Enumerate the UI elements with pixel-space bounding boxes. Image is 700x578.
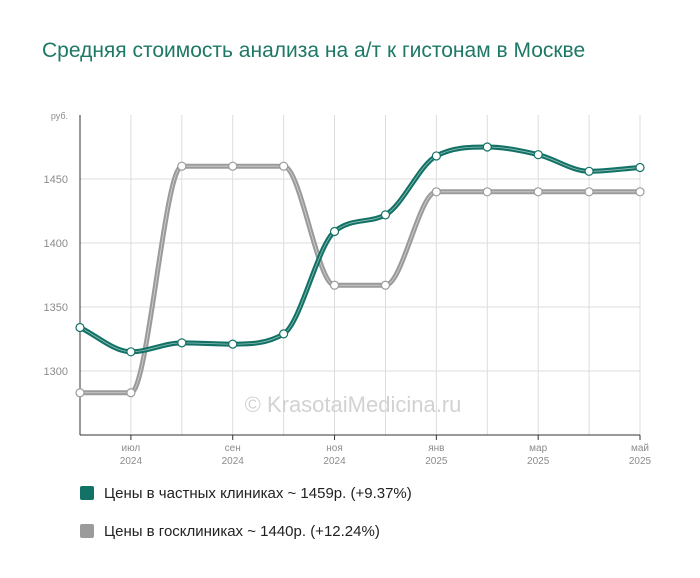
series-line-highlight-1 — [80, 165, 640, 394]
legend: Цены в частных клиниках ~ 1459р. (+9.37%… — [80, 483, 412, 559]
data-point-0-1 — [126, 347, 136, 357]
x-tick-month: июл — [122, 443, 141, 454]
y-tick-label: 1400 — [44, 238, 68, 250]
data-point-1-7 — [431, 187, 441, 197]
legend-swatch-public — [80, 524, 94, 538]
axes: 1300 1350 1400 1450 руб. июл 2024 сен 2024 ноя 202… — [44, 111, 652, 467]
x-tick-year: 2025 — [425, 456, 448, 467]
grid — [80, 115, 641, 435]
data-point-0-4 — [279, 329, 289, 339]
data-points — [75, 142, 645, 398]
data-point-1-8 — [482, 187, 492, 197]
x-tick-year: 2024 — [323, 456, 346, 467]
data-point-1-10 — [584, 187, 594, 197]
data-point-0-0 — [75, 322, 85, 333]
chart-title: Средняя стоимость анализа на а/т к гисто… — [42, 39, 586, 62]
x-tick-year: 2025 — [527, 456, 550, 467]
data-point-1-0 — [75, 388, 85, 398]
legend-label-public: Цены в госклиниках ~ 1440р. (+12.24%) — [104, 522, 380, 540]
data-point-0-2 — [177, 338, 187, 348]
data-point-1-5 — [329, 280, 340, 290]
data-point-0-8 — [482, 142, 492, 152]
data-point-1-2 — [177, 161, 187, 171]
data-point-0-6 — [380, 210, 391, 220]
data-point-0-5 — [329, 226, 340, 237]
legend-item-private[interactable]: Цены в частных клиниках ~ 1459р. (+9.37%… — [80, 483, 412, 503]
x-tick-month: янв — [428, 443, 444, 454]
data-point-0-7 — [431, 151, 441, 161]
series-line-1 — [77, 163, 643, 396]
series — [77, 144, 643, 396]
series-line-0 — [77, 144, 643, 355]
x-tick-month: сен — [225, 443, 241, 454]
watermark: © KrasotaiMedicina.ru — [245, 392, 462, 417]
y-tick-label: 1350 — [44, 302, 68, 314]
series-line-highlight-0 — [79, 146, 641, 353]
x-tick-year: 2024 — [222, 456, 245, 467]
data-point-1-11 — [635, 187, 645, 197]
x-tick-month: мар — [529, 443, 547, 454]
y-unit-label: руб. — [51, 111, 68, 121]
x-tick-month: ноя — [326, 443, 343, 454]
y-tick-label: 1450 — [44, 174, 68, 186]
legend-item-public[interactable]: Цены в госклиниках ~ 1440р. (+12.24%) — [80, 521, 412, 541]
legend-label-private: Цены в частных клиниках ~ 1459р. (+9.37%… — [104, 484, 412, 502]
data-point-0-9 — [533, 150, 543, 160]
data-point-1-1 — [126, 388, 136, 398]
data-point-1-6 — [380, 280, 391, 290]
data-point-0-3 — [228, 339, 238, 349]
data-point-1-3 — [228, 161, 238, 171]
legend-swatch-private — [80, 486, 94, 500]
data-point-1-9 — [533, 187, 543, 197]
data-point-0-10 — [584, 166, 594, 176]
data-point-1-4 — [279, 161, 289, 171]
y-tick-label: 1300 — [44, 366, 68, 378]
x-tick-year: 2025 — [629, 456, 652, 467]
x-tick-year: 2024 — [120, 456, 143, 467]
data-point-0-11 — [635, 162, 645, 173]
x-tick-month: май — [631, 443, 649, 454]
